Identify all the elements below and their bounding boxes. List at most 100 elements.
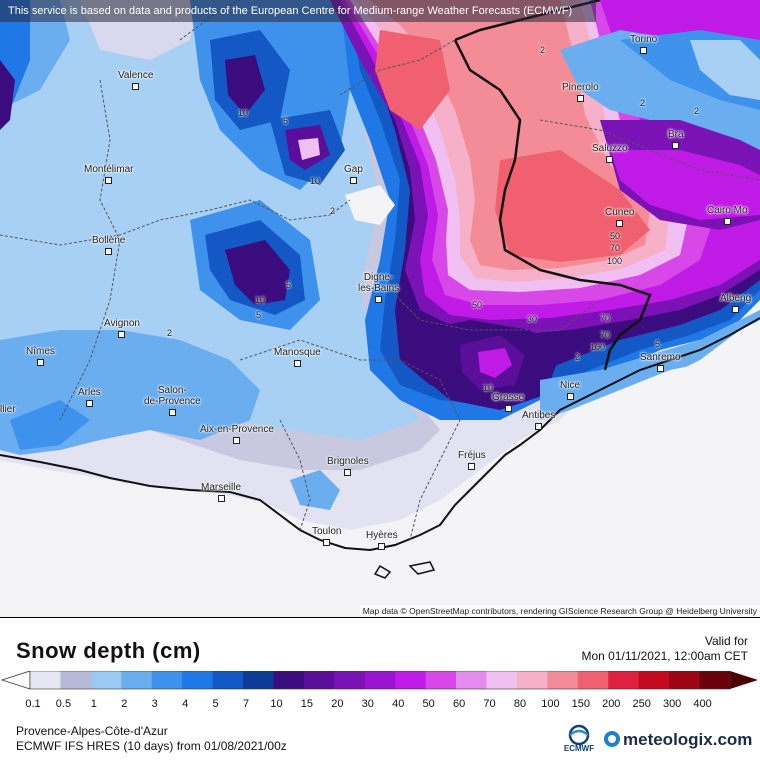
city-nimes[interactable]: Nîmes (26, 346, 55, 368)
scale-label: 400 (693, 698, 712, 710)
city-marker-icon (323, 538, 331, 546)
city-marker-icon (349, 176, 357, 184)
city-nice[interactable]: Nice (560, 380, 580, 402)
city-label: Torino (630, 34, 658, 45)
city-label: Bra (668, 129, 684, 140)
ecmwf-banner: This service is based on data and produc… (0, 0, 596, 22)
scale-label: 0.5 (55, 698, 72, 710)
city-montelimar[interactable]: Montélimar (84, 164, 133, 186)
city-arles[interactable]: Arles (78, 387, 101, 409)
region-info: Provence-Alpes-Côte-d'Azur ECMWF IFS HRE… (16, 724, 287, 754)
city-marker-icon (504, 404, 512, 412)
city-label: Cairo Mo (707, 205, 748, 216)
ecmwf-logo-text: ECMWF (563, 744, 595, 753)
city-salon[interactable]: Salon- de-Provence (144, 385, 201, 418)
scale-label: 0.1 (25, 698, 41, 710)
meteologix-text: meteologix.com (623, 730, 753, 749)
city-torino[interactable]: Torino (630, 34, 657, 56)
city-marker-icon (732, 305, 740, 313)
ecmwf-logo[interactable]: ECMWF (562, 724, 596, 754)
snow-depth-map[interactable]: This service is based on data and produc… (0, 0, 760, 617)
contour-label: 10 (255, 295, 266, 305)
city-grasse[interactable]: Grasse (492, 392, 524, 414)
city-marker-icon (375, 295, 383, 303)
scale-swatch (638, 671, 670, 689)
city-label: Valence (118, 70, 154, 81)
meteologix-logo[interactable]: meteologix.com (604, 730, 752, 750)
city-marker-icon (168, 408, 176, 416)
city-label: Arles (78, 387, 101, 398)
scale-swatch (90, 671, 122, 689)
contour-label: 100 (607, 256, 623, 266)
scale-label: 10 (270, 698, 283, 710)
contour-label: 70 (600, 313, 611, 323)
city-gap[interactable]: Gap (344, 164, 363, 186)
scale-label: 150 (571, 698, 590, 710)
city-marker-icon (217, 494, 225, 502)
city-label: Grasse (492, 392, 525, 403)
city-brignoles[interactable]: Brignoles (327, 456, 369, 478)
contour-label: 5 (283, 116, 289, 126)
city-digne[interactable]: Digne- les-Bains (358, 272, 399, 305)
city-hyeres[interactable]: Hyères (366, 530, 398, 552)
contour-label: 10 (483, 383, 494, 393)
city-marseille[interactable]: Marseille (201, 482, 241, 504)
map-divider (0, 617, 760, 618)
city-bra[interactable]: Bra (668, 129, 684, 151)
scale-arrow-left (0, 671, 31, 690)
city-marker-icon (344, 468, 352, 476)
contour-label: 2 (540, 45, 546, 55)
city-frejus[interactable]: Fréjus (458, 450, 486, 472)
scale-swatch (395, 671, 427, 689)
scale-label: 30 (361, 698, 374, 710)
city-marker-icon (132, 82, 140, 90)
city-marker-icon (36, 358, 44, 366)
scale-arrow-right (730, 671, 758, 689)
contour-label: 2 (167, 328, 173, 338)
city-cairo[interactable]: Cairo Mo (707, 205, 748, 227)
map-canvas (0, 0, 760, 579)
city-bollene[interactable]: Bollène (92, 235, 125, 257)
city-label: Nîmes (26, 346, 55, 357)
city-albenga[interactable]: Albeng (720, 293, 751, 315)
city-aix[interactable]: Aix-en-Provence (200, 424, 274, 446)
city-montpellier[interactable]: llier (0, 404, 16, 415)
scale-swatch (212, 671, 244, 689)
city-label: Hyères (366, 530, 398, 541)
city-label: Bollène (92, 235, 126, 246)
valid-for: Valid for Mon 01/11/2021, 12:00am CET (581, 634, 748, 664)
city-valence[interactable]: Valence (118, 70, 153, 92)
scale-label: 7 (242, 698, 250, 710)
scale-label: 1 (90, 698, 97, 710)
city-label: Manosque (274, 347, 321, 358)
city-marker-icon (293, 359, 301, 367)
city-label: Albeng (720, 293, 752, 304)
scale-swatch (486, 671, 518, 689)
scale-swatch (121, 671, 153, 689)
city-avignon[interactable]: Avignon (104, 318, 140, 340)
scale-label: 4 (182, 698, 189, 710)
city-cuneo[interactable]: Cuneo (605, 207, 634, 229)
city-label: Marseille (201, 482, 242, 493)
city-label: Avignon (104, 318, 140, 329)
contour-label: 5 (286, 280, 292, 290)
city-marker-icon (656, 364, 664, 372)
city-label: Brignoles (327, 456, 369, 467)
city-manosque[interactable]: Manosque (274, 347, 321, 369)
city-antibes[interactable]: Antibes (522, 410, 555, 432)
city-label: Saluzzo (592, 143, 628, 154)
city-sanremo[interactable]: Sanremo (640, 352, 681, 374)
scale-swatch (273, 671, 305, 689)
city-saluzzo[interactable]: Saluzzo (592, 143, 628, 165)
valid-for-time: Mon 01/11/2021, 12:00am CET (581, 649, 748, 663)
contour-label: 2 (575, 352, 581, 362)
city-pinerolo[interactable]: Pinerolo (562, 82, 599, 104)
scale-label: 15 (300, 698, 314, 710)
scale-label: 100 (541, 698, 560, 710)
region-name: Provence-Alpes-Côte-d'Azur (16, 724, 168, 738)
contour-label: 30 (527, 314, 538, 324)
contour-label: 70 (600, 330, 611, 340)
city-toulon[interactable]: Toulon (312, 526, 341, 548)
city-label: Digne- les-Bains (358, 272, 400, 294)
contour-label: 100 (590, 342, 606, 352)
